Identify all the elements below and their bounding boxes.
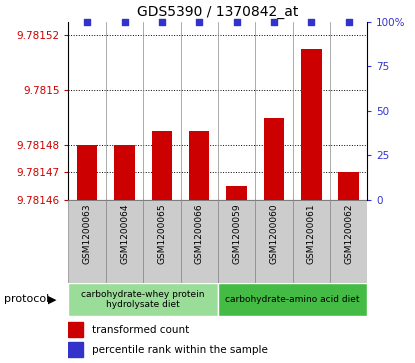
Bar [68, 342, 83, 357]
Text: ▶: ▶ [48, 294, 56, 305]
Bar [218, 283, 367, 316]
Bar [143, 200, 181, 283]
Point [345, 19, 352, 25]
Text: GSM1200064: GSM1200064 [120, 204, 129, 264]
Point [196, 19, 203, 25]
Text: transformed count: transformed count [93, 325, 190, 335]
Text: protocol: protocol [4, 294, 49, 305]
Bar [338, 172, 359, 200]
Bar [226, 186, 247, 200]
Point [121, 19, 128, 25]
Text: GSM1200060: GSM1200060 [269, 204, 278, 265]
Point [271, 19, 277, 25]
Bar [114, 145, 135, 200]
Point [308, 19, 315, 25]
Bar [68, 283, 218, 316]
Point [84, 19, 90, 25]
Title: GDS5390 / 1370842_at: GDS5390 / 1370842_at [137, 5, 298, 19]
Text: GSM1200059: GSM1200059 [232, 204, 241, 265]
Bar [330, 200, 367, 283]
Bar [301, 49, 322, 200]
Bar [106, 200, 143, 283]
Bar [151, 131, 172, 200]
Text: GSM1200063: GSM1200063 [83, 204, 92, 265]
Bar [77, 145, 98, 200]
Text: carbohydrate-amino acid diet: carbohydrate-amino acid diet [225, 295, 360, 304]
Text: GSM1200062: GSM1200062 [344, 204, 353, 264]
Bar [255, 200, 293, 283]
Point [159, 19, 165, 25]
Text: GSM1200065: GSM1200065 [157, 204, 166, 265]
Bar [68, 200, 106, 283]
Bar [181, 200, 218, 283]
Bar [68, 322, 83, 338]
Bar [264, 118, 284, 200]
Text: carbohydrate-whey protein
hydrolysate diet: carbohydrate-whey protein hydrolysate di… [81, 290, 205, 309]
Bar [218, 200, 255, 283]
Text: GSM1200061: GSM1200061 [307, 204, 316, 265]
Text: GSM1200066: GSM1200066 [195, 204, 204, 265]
Bar [293, 200, 330, 283]
Point [233, 19, 240, 25]
Bar [189, 131, 210, 200]
Text: percentile rank within the sample: percentile rank within the sample [93, 345, 268, 355]
